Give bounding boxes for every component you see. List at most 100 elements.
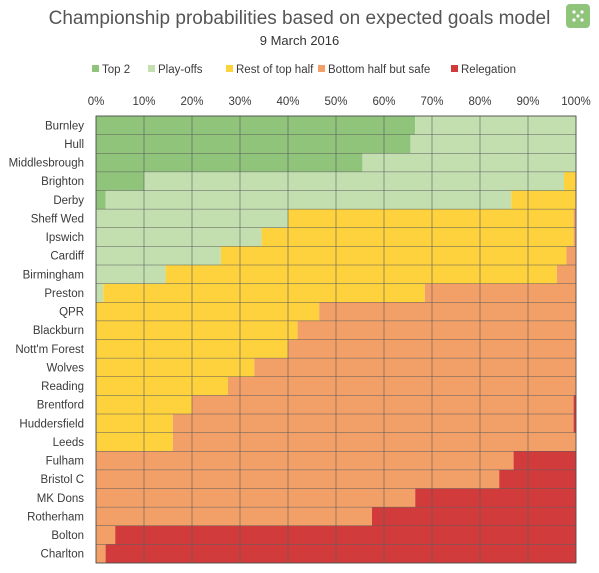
bar-segment (573, 414, 576, 433)
logo (566, 4, 590, 28)
category-label: Blackburn (33, 325, 84, 337)
category-label: QPR (59, 307, 84, 319)
category-label: Fulham (46, 456, 84, 468)
x-tick-label: 100% (561, 96, 590, 108)
x-tick-label: 70% (420, 96, 443, 108)
bar-segment (573, 227, 576, 247)
category-label: Burnley (45, 120, 84, 132)
bar-segment (192, 395, 574, 414)
category-label: MK Dons (37, 493, 85, 505)
bar-segment (115, 525, 576, 545)
category-label: Brentford (37, 400, 84, 412)
plot-border (95, 115, 577, 564)
category-label: Reading (41, 381, 84, 393)
bar-segment (96, 432, 173, 452)
bar-segment (319, 302, 576, 321)
bar-segment (573, 209, 576, 228)
bar-segment (96, 358, 255, 377)
bar-segment (220, 246, 567, 265)
category-label: Brighton (41, 176, 84, 188)
legend-label: Rest of top half (236, 64, 314, 76)
bar-segment (410, 134, 576, 154)
bar-segment (556, 265, 576, 284)
x-tick-label: 10% (132, 96, 155, 108)
bar-segment (573, 395, 576, 414)
category-label: Wolves (47, 362, 85, 374)
bar-segment (96, 469, 500, 489)
legend-label: Top 2 (102, 64, 130, 76)
legend-swatch (451, 65, 458, 72)
legend-label: Bottom half but safe (328, 64, 430, 76)
category-label: Sheff Wed (31, 213, 84, 225)
bar-segment (96, 171, 144, 191)
category-label: Ipswich (46, 232, 84, 244)
bar-segment (96, 488, 416, 508)
chart-title: Championship probabilities based on expe… (48, 8, 551, 29)
bar-segment (424, 283, 576, 303)
bar-segment (96, 544, 106, 563)
category-label: Bolton (51, 530, 84, 542)
bar-segment (254, 358, 576, 377)
green-badge-icon (572, 10, 584, 22)
bar-segment (96, 153, 363, 172)
x-tick-label: 90% (516, 96, 539, 108)
bar-segment (105, 544, 576, 563)
category-label: Bristol C (41, 474, 84, 486)
legend-swatch (318, 65, 325, 72)
x-tick-label: 60% (372, 96, 395, 108)
bar-segment (96, 227, 262, 247)
bar-segment (172, 432, 577, 452)
category-label: Huddersfield (19, 418, 84, 430)
bar-segment (96, 451, 514, 470)
bar-segment (228, 376, 576, 396)
bar-segment (96, 376, 228, 396)
category-label: Preston (44, 288, 84, 300)
bar-segment (96, 302, 320, 321)
bar-segment (499, 469, 576, 489)
x-tick-label: 40% (276, 96, 299, 108)
bar-segment (415, 488, 576, 508)
x-tick-label: 30% (228, 96, 251, 108)
category-label: Nott'm Forest (15, 344, 84, 356)
x-tick-label: 80% (468, 96, 491, 108)
bar-segment (96, 507, 372, 526)
bar-segment (172, 414, 574, 433)
bar-segment (511, 190, 576, 210)
bar-segment (96, 134, 411, 154)
bar-segment (415, 116, 576, 135)
bar-segment (288, 209, 574, 228)
bar-segment (105, 190, 512, 210)
bar-segment (96, 190, 106, 210)
bar-segment (144, 171, 564, 191)
bar-segment (372, 507, 576, 526)
category-label: Middlesbrough (9, 158, 84, 170)
bar-segment (513, 451, 576, 470)
legend-swatch (92, 65, 99, 72)
bar-segment (297, 320, 576, 340)
bar-segment (165, 265, 557, 284)
bar-segment (362, 153, 576, 172)
category-label: Derby (53, 195, 84, 207)
x-tick-label: 20% (180, 96, 203, 108)
category-label: Hull (64, 139, 84, 151)
bar-segment (96, 414, 173, 433)
bar-segment (96, 116, 416, 135)
bar-segment (564, 171, 576, 191)
category-label: Cardiff (50, 251, 84, 263)
category-label: Rotherham (27, 511, 84, 523)
bar-segment (96, 525, 116, 545)
x-tick-label: 50% (324, 96, 347, 108)
legend-label: Play-offs (158, 64, 203, 76)
legend-swatch (148, 65, 155, 72)
x-tick-label: 0% (88, 96, 105, 108)
category-label: Birmingham (23, 269, 84, 281)
bar-segment (261, 227, 574, 247)
category-label: Leeds (53, 437, 85, 449)
category-label: Charlton (41, 549, 84, 561)
legend-swatch (226, 65, 233, 72)
bar-segment (96, 320, 298, 340)
chart-subtitle: 9 March 2016 (259, 33, 340, 48)
bar-segment (103, 283, 425, 303)
legend-label: Relegation (461, 64, 516, 76)
bar-segment (96, 283, 104, 303)
